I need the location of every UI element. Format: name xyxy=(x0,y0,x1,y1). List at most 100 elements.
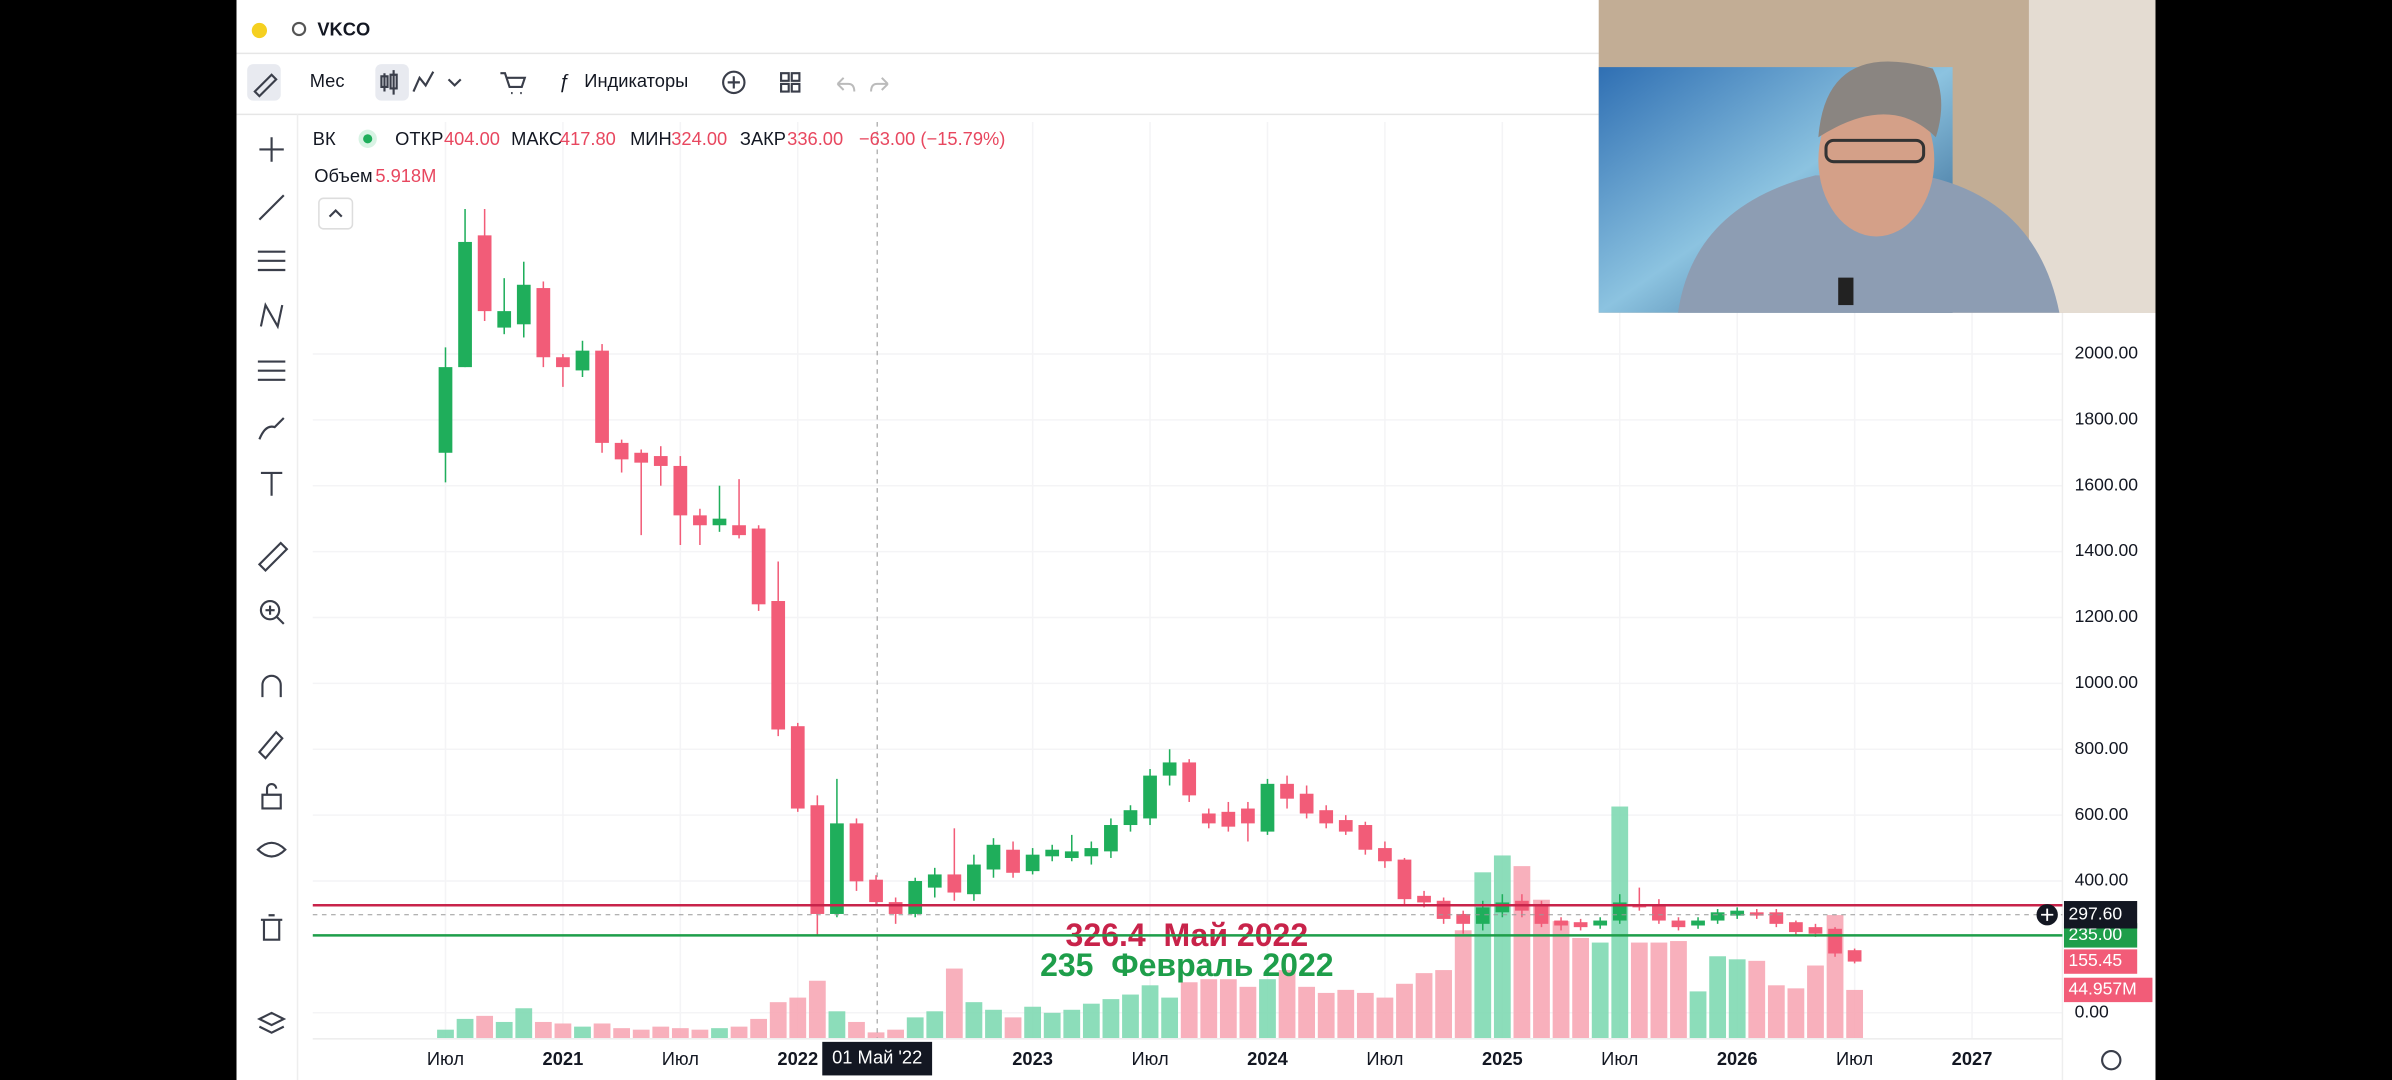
ruler-tool[interactable] xyxy=(257,541,289,573)
layout-icon[interactable] xyxy=(780,72,801,93)
candle-body xyxy=(1710,912,1725,921)
volume-bar xyxy=(1376,997,1394,1039)
y-tick-label: 600.00 xyxy=(2075,804,2129,824)
volume-bar xyxy=(1591,942,1609,1039)
settings-button[interactable] xyxy=(2101,1049,2122,1071)
pencil-icon xyxy=(253,73,278,98)
brush-tool[interactable] xyxy=(258,417,285,440)
volume-bar xyxy=(1043,1012,1061,1039)
candle-body xyxy=(1104,825,1118,852)
volume-bar xyxy=(1846,989,1864,1039)
candle-body xyxy=(1358,825,1373,850)
x-tick-label: 2027 xyxy=(1952,1048,1993,1069)
y-tick-label: 0.00 xyxy=(2075,1001,2109,1021)
candle-body xyxy=(595,350,609,443)
candle-body xyxy=(1299,793,1314,814)
candle-body xyxy=(712,518,727,526)
search-icon[interactable] xyxy=(291,21,307,37)
redo-icon[interactable] xyxy=(870,77,889,92)
trendline-tool[interactable] xyxy=(258,194,285,221)
candle-body xyxy=(653,456,668,466)
volume-bar xyxy=(534,1021,552,1039)
volume-bar xyxy=(848,1021,865,1039)
legend-value: 324.00 xyxy=(671,128,727,149)
candle-body xyxy=(1006,849,1020,873)
glasses xyxy=(1824,138,1926,164)
legend-change: −63.00 (−15.79%) xyxy=(859,128,1005,149)
door xyxy=(2028,0,2156,313)
magnet-tool[interactable] xyxy=(261,674,282,698)
volume-bar xyxy=(867,1032,885,1039)
symbol-search[interactable]: VKCO xyxy=(317,18,370,39)
webcam-overlay xyxy=(1598,0,2156,313)
volume-bar xyxy=(476,1015,494,1039)
volume-bar xyxy=(808,980,826,1039)
hide-tool[interactable] xyxy=(256,841,287,858)
candle-body xyxy=(1378,848,1392,862)
volume-bar xyxy=(1513,866,1531,1039)
volume-bar xyxy=(1024,1006,1042,1039)
volume-bar xyxy=(1337,989,1355,1039)
candle-body xyxy=(458,241,472,368)
candle-body xyxy=(1123,810,1138,826)
live-dot-core xyxy=(363,134,373,144)
candle-body xyxy=(1084,848,1099,857)
y-tick-label: 1400.00 xyxy=(2075,540,2139,560)
candle-body xyxy=(790,726,805,809)
lock-tool[interactable] xyxy=(261,783,282,810)
pattern-tool[interactable] xyxy=(259,302,284,330)
volume-bar xyxy=(574,1026,591,1039)
hline-tool[interactable] xyxy=(257,250,286,272)
volume-bar xyxy=(1415,973,1433,1039)
y-tick-label: 1000.00 xyxy=(2075,672,2139,692)
candle-body xyxy=(751,528,766,605)
legend-name: МАКС xyxy=(511,128,562,149)
volume-bar xyxy=(887,1029,905,1039)
candle-body xyxy=(1260,783,1275,832)
interval-button[interactable]: Мес xyxy=(310,70,345,91)
candle-body xyxy=(1456,913,1471,924)
y-tick-label: 2000.00 xyxy=(2075,343,2139,363)
fib-tool[interactable] xyxy=(257,360,286,381)
crosshair-tool[interactable] xyxy=(259,137,284,162)
volume-bar xyxy=(1200,979,1218,1039)
dropdown-icon[interactable] xyxy=(447,78,462,87)
candle-body xyxy=(1730,910,1745,916)
plot-area xyxy=(312,122,2063,1039)
zoom-tool[interactable] xyxy=(259,599,281,621)
layers-tool[interactable] xyxy=(257,1011,287,1034)
legend-name: МИН xyxy=(630,128,672,149)
cart-icon[interactable] xyxy=(500,72,527,95)
candle-body xyxy=(614,442,629,460)
volume-bar xyxy=(945,968,963,1039)
volume-bar xyxy=(1454,930,1472,1039)
text-tool[interactable] xyxy=(260,471,283,496)
lock-draw-tool[interactable] xyxy=(257,730,284,760)
undo-icon[interactable] xyxy=(836,77,856,92)
trash-tool[interactable] xyxy=(260,914,283,941)
volume-bar xyxy=(1670,941,1687,1039)
volume-bar xyxy=(1435,970,1453,1039)
volume-bar xyxy=(1630,942,1648,1039)
volume-bar xyxy=(1219,979,1237,1039)
collapse-button[interactable] xyxy=(318,197,354,230)
legend-symbol: ВК xyxy=(313,128,336,149)
x-tick-label: 2021 xyxy=(543,1048,584,1069)
add-button[interactable] xyxy=(722,70,746,95)
fx-icon[interactable]: ƒ xyxy=(558,71,569,93)
volume-bar xyxy=(1650,942,1668,1039)
y-tick-label: 400.00 xyxy=(2075,870,2129,890)
candle-body xyxy=(536,288,551,358)
candle-body xyxy=(438,367,453,453)
candle-body xyxy=(1338,820,1353,832)
candle-body xyxy=(1182,762,1197,796)
indicators-button[interactable]: Индикаторы xyxy=(584,70,688,91)
volume-bar xyxy=(671,1028,689,1039)
candle-body xyxy=(497,311,512,328)
volume-bar xyxy=(985,1009,1002,1039)
candle-body xyxy=(1573,922,1588,928)
drawing-tools xyxy=(256,137,289,1034)
volume-legend-name: Объем xyxy=(314,165,372,186)
volume-bar xyxy=(906,1017,924,1039)
candle-body xyxy=(888,902,903,914)
